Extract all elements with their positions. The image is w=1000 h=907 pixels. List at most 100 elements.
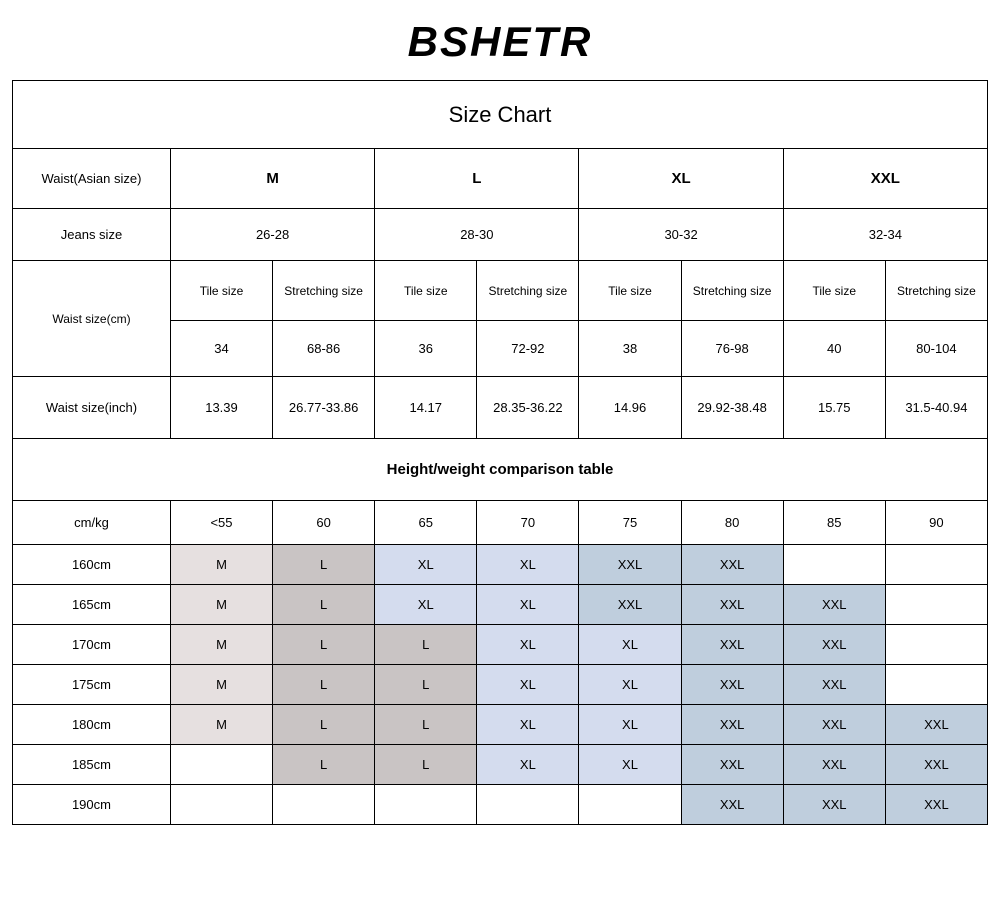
hw-header-row: cm/kg <55 60 65 70 75 80 85 90 — [13, 501, 988, 545]
waist-cm-label: Waist size(cm) — [13, 261, 171, 377]
stretching-size-l: Stretching size — [477, 261, 579, 321]
hw-cell-6-7: XXL — [885, 785, 987, 825]
waist-cm-2: 36 — [375, 321, 477, 377]
hw-row-0: 160cmMLXLXLXXLXXL — [13, 545, 988, 585]
waist-cm-7: 80-104 — [885, 321, 987, 377]
hw-cell-2-1: L — [273, 625, 375, 665]
waist-cm-3: 72-92 — [477, 321, 579, 377]
tile-size-xl: Tile size — [579, 261, 681, 321]
hw-cell-6-5: XXL — [681, 785, 783, 825]
waist-asian-row: Waist(Asian size) M L XL XXL — [13, 149, 988, 209]
hw-cell-4-1: L — [273, 705, 375, 745]
hw-header-label: cm/kg — [13, 501, 171, 545]
size-chart-title: Size Chart — [13, 81, 988, 149]
hw-cell-3-1: L — [273, 665, 375, 705]
hw-cell-3-4: XL — [579, 665, 681, 705]
hw-cell-0-2: XL — [375, 545, 477, 585]
hw-cell-6-3 — [477, 785, 579, 825]
stretching-size-xxl: Stretching size — [885, 261, 987, 321]
waist-inch-0: 13.39 — [170, 377, 272, 439]
tile-size-m: Tile size — [170, 261, 272, 321]
waist-cm-6: 40 — [783, 321, 885, 377]
waist-cm-subheader-row: Waist size(cm) Tile size Stretching size… — [13, 261, 988, 321]
hw-cell-4-7: XXL — [885, 705, 987, 745]
hw-height-5: 185cm — [13, 745, 171, 785]
hw-title-row: Height/weight comparison table — [13, 439, 988, 501]
hw-cell-2-5: XXL — [681, 625, 783, 665]
hw-cell-3-3: XL — [477, 665, 579, 705]
jeans-l: 28-30 — [375, 209, 579, 261]
hw-weight-6: 85 — [783, 501, 885, 545]
hw-cell-1-7 — [885, 585, 987, 625]
jeans-xxl: 32-34 — [783, 209, 987, 261]
waist-inch-label: Waist size(inch) — [13, 377, 171, 439]
waist-cm-1: 68-86 — [273, 321, 375, 377]
hw-cell-1-6: XXL — [783, 585, 885, 625]
hw-cell-5-4: XL — [579, 745, 681, 785]
hw-title: Height/weight comparison table — [13, 439, 988, 501]
hw-cell-3-2: L — [375, 665, 477, 705]
hw-cell-1-3: XL — [477, 585, 579, 625]
waist-inch-3: 28.35-36.22 — [477, 377, 579, 439]
hw-cell-0-4: XXL — [579, 545, 681, 585]
hw-cell-1-1: L — [273, 585, 375, 625]
hw-weight-7: 90 — [885, 501, 987, 545]
hw-cell-4-4: XL — [579, 705, 681, 745]
hw-cell-2-3: XL — [477, 625, 579, 665]
hw-cell-4-6: XXL — [783, 705, 885, 745]
tile-size-xxl: Tile size — [783, 261, 885, 321]
hw-cell-0-7 — [885, 545, 987, 585]
hw-cell-5-5: XXL — [681, 745, 783, 785]
waist-inch-6: 15.75 — [783, 377, 885, 439]
hw-cell-0-1: L — [273, 545, 375, 585]
hw-cell-3-7 — [885, 665, 987, 705]
hw-weight-1: 60 — [273, 501, 375, 545]
waist-cm-5: 76-98 — [681, 321, 783, 377]
hw-cell-2-6: XXL — [783, 625, 885, 665]
hw-cell-4-0: M — [170, 705, 272, 745]
hw-cell-0-3: XL — [477, 545, 579, 585]
hw-weight-0: <55 — [170, 501, 272, 545]
hw-row-5: 185cmLLXLXLXXLXXLXXL — [13, 745, 988, 785]
jeans-size-label: Jeans size — [13, 209, 171, 261]
hw-height-1: 165cm — [13, 585, 171, 625]
hw-cell-6-1 — [273, 785, 375, 825]
waist-inch-4: 14.96 — [579, 377, 681, 439]
hw-height-3: 175cm — [13, 665, 171, 705]
hw-cell-5-6: XXL — [783, 745, 885, 785]
hw-height-0: 160cm — [13, 545, 171, 585]
hw-row-4: 180cmMLLXLXLXXLXXLXXL — [13, 705, 988, 745]
hw-row-6: 190cmXXLXXLXXL — [13, 785, 988, 825]
size-xl: XL — [579, 149, 783, 209]
waist-inch-5: 29.92-38.48 — [681, 377, 783, 439]
hw-cell-1-2: XL — [375, 585, 477, 625]
tile-size-l: Tile size — [375, 261, 477, 321]
hw-cell-3-0: M — [170, 665, 272, 705]
waist-asian-label: Waist(Asian size) — [13, 149, 171, 209]
hw-weight-3: 70 — [477, 501, 579, 545]
hw-height-6: 190cm — [13, 785, 171, 825]
hw-row-3: 175cmMLLXLXLXXLXXL — [13, 665, 988, 705]
size-xxl: XXL — [783, 149, 987, 209]
hw-cell-5-3: XL — [477, 745, 579, 785]
size-l: L — [375, 149, 579, 209]
jeans-xl: 30-32 — [579, 209, 783, 261]
stretching-size-m: Stretching size — [273, 261, 375, 321]
waist-cm-4: 38 — [579, 321, 681, 377]
hw-body: 160cmMLXLXLXXLXXL165cmMLXLXLXXLXXLXXL170… — [13, 545, 988, 825]
hw-cell-1-4: XXL — [579, 585, 681, 625]
hw-weight-5: 80 — [681, 501, 783, 545]
size-chart-table: Size Chart Waist(Asian size) M L XL XXL … — [12, 80, 988, 825]
hw-weight-2: 65 — [375, 501, 477, 545]
hw-weight-4: 75 — [579, 501, 681, 545]
hw-cell-5-7: XXL — [885, 745, 987, 785]
hw-cell-2-4: XL — [579, 625, 681, 665]
hw-cell-0-0: M — [170, 545, 272, 585]
stretching-size-xl: Stretching size — [681, 261, 783, 321]
hw-cell-5-0 — [170, 745, 272, 785]
hw-cell-4-2: L — [375, 705, 477, 745]
jeans-size-row: Jeans size 26-28 28-30 30-32 32-34 — [13, 209, 988, 261]
hw-cell-6-2 — [375, 785, 477, 825]
waist-inch-2: 14.17 — [375, 377, 477, 439]
size-chart-title-row: Size Chart — [13, 81, 988, 149]
